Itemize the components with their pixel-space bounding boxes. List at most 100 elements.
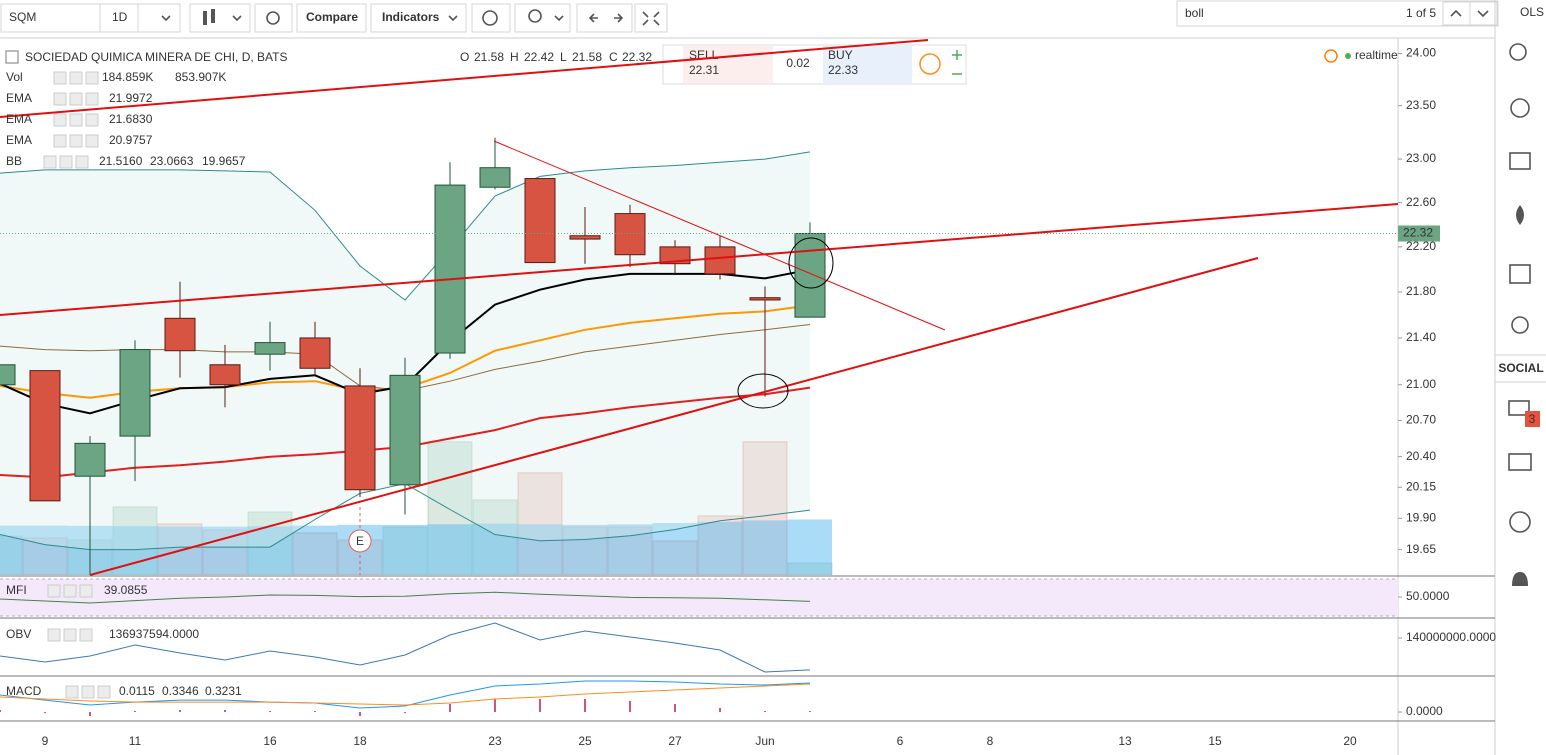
x-tick-label: 13 [1118, 734, 1132, 748]
y-tick-label: 0.0000 [1406, 704, 1443, 718]
chat-icon[interactable] [1508, 400, 1530, 416]
legend-button[interactable] [85, 92, 99, 106]
y-tick-label: 20.15 [1406, 479, 1436, 493]
legend-button[interactable] [97, 685, 111, 699]
settings-button[interactable] [254, 3, 293, 33]
candle-body [794, 233, 826, 318]
collapse-icon[interactable] [5, 50, 19, 64]
alarm-icon[interactable] [1510, 98, 1530, 118]
buy-button[interactable] [823, 46, 912, 83]
volume-ma-area [0, 519, 832, 575]
legend-button[interactable] [69, 113, 83, 127]
earnings-marker[interactable] [348, 529, 372, 553]
legend-name: EMA [6, 133, 32, 147]
circle-drawing [788, 237, 834, 289]
ohlc-label: H [510, 50, 519, 64]
legend-button[interactable] [85, 71, 99, 85]
legend-button[interactable] [53, 92, 67, 106]
alert-button[interactable] [471, 3, 511, 33]
y-tick-label: 21.00 [1406, 377, 1436, 391]
candle-body [74, 442, 106, 477]
legend-name: EMA [6, 112, 32, 126]
sell-button[interactable] [683, 46, 773, 83]
symbol-box[interactable] [0, 3, 101, 33]
warning-icon[interactable] [1324, 49, 1338, 63]
legend-value: 21.5160 [99, 154, 143, 168]
legend-button[interactable] [47, 628, 61, 642]
undo-redo[interactable] [576, 3, 633, 33]
x-tick-label: 25 [578, 734, 592, 748]
indicator-line [0, 591, 811, 604]
tools-label: OLS [1520, 5, 1544, 19]
legend-button[interactable] [75, 155, 89, 169]
menu-button[interactable] [137, 3, 181, 33]
realtime-dot [1345, 53, 1351, 59]
pane-legend-name: MFI [6, 583, 27, 597]
dropdown-arrow [554, 15, 564, 22]
chart-style-button[interactable] [189, 3, 251, 33]
legend-button[interactable] [69, 134, 83, 148]
stream-icon[interactable] [1509, 511, 1531, 533]
legend-button[interactable] [53, 113, 67, 127]
calendar-icon[interactable] [1509, 264, 1531, 284]
messages-icon[interactable] [1508, 453, 1532, 471]
hot-icon[interactable] [1516, 205, 1524, 225]
legend-button[interactable] [81, 685, 95, 699]
pane-legend-name: OBV [6, 627, 31, 641]
trend-line [0, 203, 1399, 316]
compare-button[interactable] [296, 3, 367, 33]
search-next[interactable] [1469, 1, 1498, 26]
indicators-label: Indicators [382, 10, 440, 24]
candle-body [344, 385, 376, 491]
legend-button[interactable] [43, 155, 57, 169]
legend-button[interactable] [59, 155, 73, 169]
trend-line [89, 257, 1259, 576]
interval: 1D [112, 10, 128, 24]
list-icon[interactable] [1509, 152, 1531, 170]
bulb-icon[interactable] [1511, 316, 1529, 334]
legend-button[interactable] [53, 134, 67, 148]
legend-button[interactable] [65, 685, 79, 699]
social-label: SOCIAL [1498, 361, 1543, 375]
pane-legend-value: 0.0115 [119, 684, 155, 698]
legend-button[interactable] [85, 113, 99, 127]
candle-body [29, 370, 61, 502]
bell-icon[interactable] [1512, 572, 1528, 586]
candle-body [299, 337, 331, 369]
legend-button[interactable] [63, 628, 77, 642]
indicator-line [0, 622, 811, 673]
indicator-line [0, 151, 811, 301]
plus-minus[interactable] [952, 50, 962, 75]
legend-button[interactable] [79, 628, 93, 642]
y-tick-label: 21.40 [1406, 330, 1436, 344]
search-icon[interactable] [1509, 43, 1527, 61]
candle-body [389, 374, 421, 486]
candle-body [164, 317, 196, 352]
legend-button[interactable] [69, 92, 83, 106]
ohlc-value: 21.58 [474, 50, 504, 64]
legend-button[interactable] [53, 71, 67, 85]
search-prev[interactable] [1442, 1, 1471, 26]
x-tick-label: 27 [668, 734, 682, 748]
legend-button[interactable] [85, 134, 99, 148]
legend-value: 21.6830 [109, 112, 153, 126]
interval-button[interactable] [99, 3, 139, 33]
legend-button[interactable] [69, 71, 83, 85]
candle-body [614, 213, 646, 256]
legend-button[interactable] [47, 584, 61, 598]
symbol-title: SOCIEDAD QUIMICA MINERA DE CHI, D, BATS [25, 50, 287, 64]
legend-value: 184.859K [102, 70, 153, 84]
last-price-label: 22.32 [1403, 226, 1433, 240]
ohlc-label: O [460, 50, 469, 64]
legend-button[interactable] [79, 584, 93, 598]
fullscreen-button[interactable] [634, 3, 668, 33]
compare-label: Compare [306, 10, 358, 24]
x-tick-label: Jun [755, 734, 774, 748]
legend-button[interactable] [63, 584, 77, 598]
circle-drawing [737, 373, 789, 409]
candle-body [434, 184, 466, 354]
info-icon[interactable] [919, 53, 941, 75]
ohlc-label: C [609, 50, 618, 64]
y-tick-label: 22.60 [1406, 195, 1436, 209]
candle-body [209, 364, 241, 386]
